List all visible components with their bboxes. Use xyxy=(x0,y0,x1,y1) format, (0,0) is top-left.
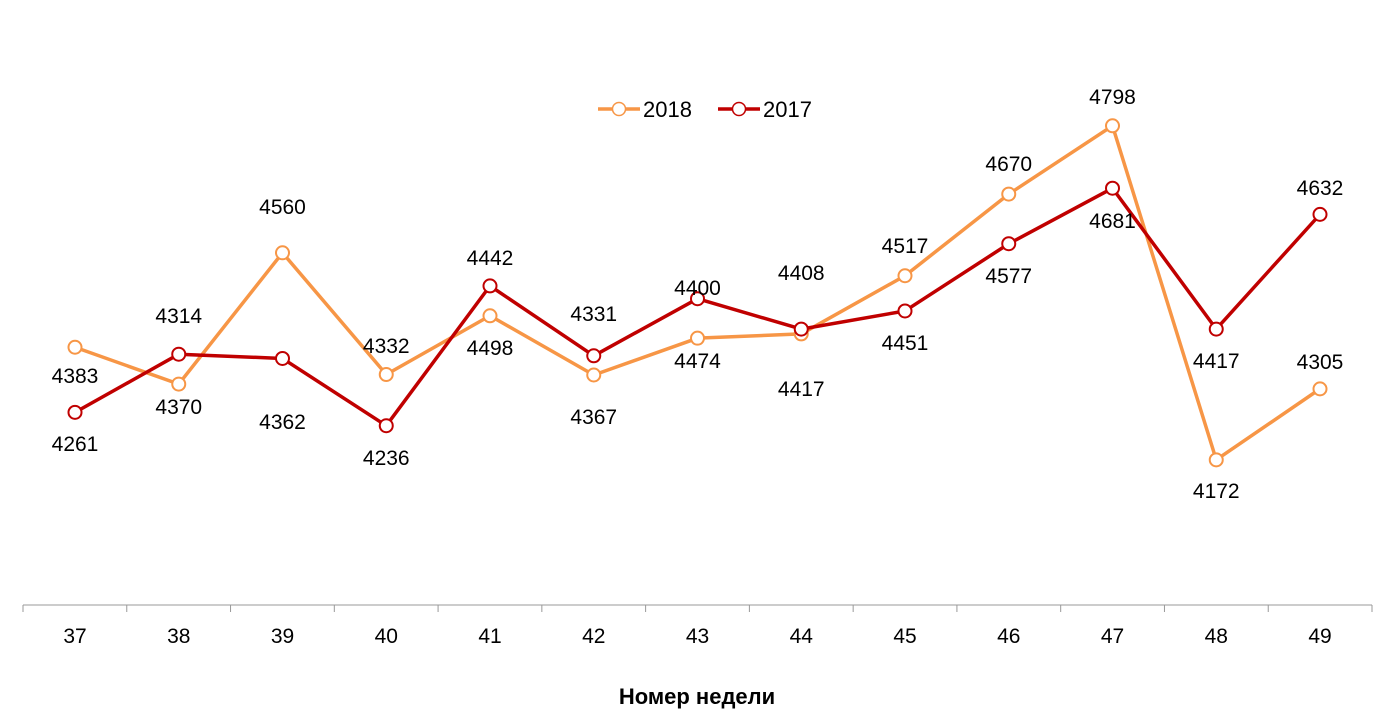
data-point-2017 xyxy=(1208,321,1224,337)
data-point-2018 xyxy=(690,330,705,346)
data-label-2017: 4261 xyxy=(52,433,99,456)
data-point-2017 xyxy=(897,303,913,319)
x-tick-label: 44 xyxy=(790,625,814,648)
data-label-2017: 4681 xyxy=(1089,210,1136,233)
data-point-2017 xyxy=(793,321,809,337)
data-label-2018: 4172 xyxy=(1193,480,1240,503)
data-point-2018 xyxy=(378,366,394,382)
data-label-2018: 4331 xyxy=(570,303,617,326)
data-point-2017 xyxy=(1105,180,1120,196)
data-label-2018: 4408 xyxy=(778,262,825,285)
x-tick-label: 46 xyxy=(997,625,1020,648)
data-point-2017 xyxy=(586,348,602,364)
x-tick-label: 43 xyxy=(686,625,709,648)
data-point-2018 xyxy=(1208,452,1224,468)
data-point-2018 xyxy=(897,268,913,284)
data-point-2018 xyxy=(275,245,290,261)
legend-marker-2017 xyxy=(731,101,747,117)
data-label-2017: 4632 xyxy=(1297,177,1344,200)
data-label-2018: 4383 xyxy=(52,365,99,388)
data-point-2018 xyxy=(1105,118,1120,134)
x-tick-label: 40 xyxy=(375,625,398,648)
data-label-2017: 4498 xyxy=(467,337,514,360)
x-tick-label: 37 xyxy=(63,625,86,648)
x-axis-title: Номер недели xyxy=(619,684,775,709)
x-tick-label: 48 xyxy=(1205,625,1228,648)
data-point-2018 xyxy=(482,308,498,324)
data-point-2018 xyxy=(1001,186,1017,202)
x-tick-label: 42 xyxy=(582,625,605,648)
data-label-2017: 4236 xyxy=(363,447,410,470)
series-lines xyxy=(67,118,1328,468)
data-point-2017 xyxy=(378,418,394,434)
x-axis: 37 38 39 40 41 42 43 44 45 46 47 48 49 xyxy=(22,604,1373,648)
x-tick-label: 39 xyxy=(271,625,294,648)
legend-label-2018: 2018 xyxy=(643,97,692,122)
data-label-2018: 4442 xyxy=(467,247,514,270)
data-label-2017: 4474 xyxy=(674,350,721,373)
x-tick-label: 41 xyxy=(478,625,501,648)
x-tick-label: 49 xyxy=(1308,625,1331,648)
legend-label-2017: 2017 xyxy=(763,97,812,122)
data-point-2017 xyxy=(690,291,705,307)
x-tick-label: 38 xyxy=(167,625,190,648)
data-label-2018: 4560 xyxy=(259,196,306,219)
data-label-2017: 4367 xyxy=(570,406,617,429)
data-label-2018: 4400 xyxy=(674,277,721,300)
data-label-2018: 4305 xyxy=(1297,351,1344,374)
data-point-2018 xyxy=(171,376,187,392)
data-point-2017 xyxy=(1312,206,1328,222)
x-tick-label: 47 xyxy=(1101,625,1124,648)
data-point-2017 xyxy=(67,404,83,420)
data-label-2018: 4798 xyxy=(1089,86,1136,109)
x-tick-label: 45 xyxy=(893,625,916,648)
data-point-2018 xyxy=(67,339,83,355)
data-label-2017: 4417 xyxy=(1193,350,1240,373)
data-label-2018: 4314 xyxy=(155,305,202,328)
legend-marker-2018 xyxy=(611,101,627,117)
data-label-2018: 4517 xyxy=(882,235,929,258)
data-labels: 4383 4314 4560 4332 4442 4331 4400 4408 4517 4670… xyxy=(52,86,1344,503)
data-label-2017: 4577 xyxy=(985,265,1032,288)
legend: 2018 2017 xyxy=(598,97,812,122)
data-point-2017 xyxy=(482,278,498,294)
data-label-2017: 4451 xyxy=(882,332,929,355)
data-point-2018 xyxy=(1312,381,1328,397)
data-label-2018: 4670 xyxy=(985,153,1032,176)
data-point-2017 xyxy=(171,346,187,362)
data-label-2017: 4417 xyxy=(778,378,825,401)
data-label-2017: 4362 xyxy=(259,411,306,434)
data-point-2017 xyxy=(1001,236,1017,252)
data-point-2017 xyxy=(275,350,290,366)
data-point-2018 xyxy=(586,367,602,383)
data-label-2018: 4332 xyxy=(363,335,410,358)
data-label-2017: 4370 xyxy=(155,396,202,419)
